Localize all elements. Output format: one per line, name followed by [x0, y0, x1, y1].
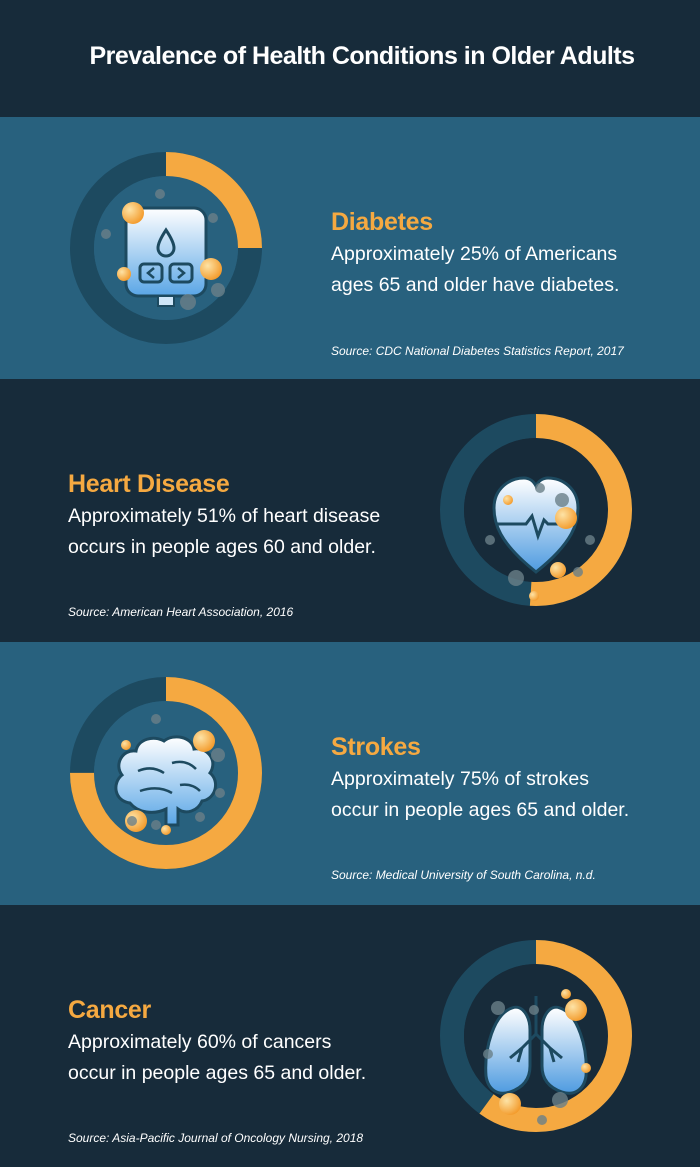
cancer-text: Cancer Approximately 60% of cancers occu…: [68, 995, 366, 1089]
condition-title: Diabetes: [331, 208, 433, 236]
brain-icon: [114, 714, 225, 835]
source-citation: Source: Asia-Pacific Journal of Oncology…: [68, 1131, 364, 1145]
heart-disease-progress-ring: [438, 412, 634, 608]
strokes-progress-ring: [68, 675, 264, 871]
condition-title: Cancer: [68, 996, 151, 1024]
heart-icon: [485, 476, 595, 601]
diabetes-section: Diabetes Approximately 25% of Americans …: [0, 117, 700, 379]
heart-disease-section: Heart Disease Approximately 51% of heart…: [0, 379, 700, 642]
condition-description: Approximately 51% of heart disease occur…: [68, 505, 381, 558]
strokes-section: Strokes Approximately 75% of strokes occ…: [0, 642, 700, 905]
condition-description: Approximately 60% of cancers occur in pe…: [68, 1031, 367, 1084]
header: Prevalence of Health Conditions in Older…: [0, 0, 700, 117]
heart-disease-text: Heart Disease Approximately 51% of heart…: [68, 469, 380, 563]
condition-title: Heart Disease: [68, 470, 230, 498]
condition-description: Approximately 75% of strokes occur in pe…: [331, 768, 630, 821]
cancer-section: Cancer Approximately 60% of cancers occu…: [0, 905, 700, 1167]
glucose-meter-icon: [101, 189, 225, 310]
source-citation: Source: American Heart Association, 2016: [68, 605, 294, 619]
cancer-progress-ring: [438, 938, 634, 1134]
source-citation: Source: Medical University of South Caro…: [331, 868, 596, 882]
condition-title: Strokes: [331, 733, 421, 761]
page-title: Prevalence of Health Conditions in Older…: [89, 42, 635, 70]
diabetes-progress-ring: [68, 150, 264, 346]
source-citation: Source: CDC National Diabetes Statistics…: [331, 344, 624, 358]
lungs-icon: [483, 989, 591, 1125]
diabetes-text: Diabetes Approximately 25% of Americans …: [331, 207, 619, 301]
condition-description: Approximately 25% of Americans ages 65 a…: [331, 243, 620, 296]
strokes-text: Strokes Approximately 75% of strokes occ…: [331, 732, 629, 826]
